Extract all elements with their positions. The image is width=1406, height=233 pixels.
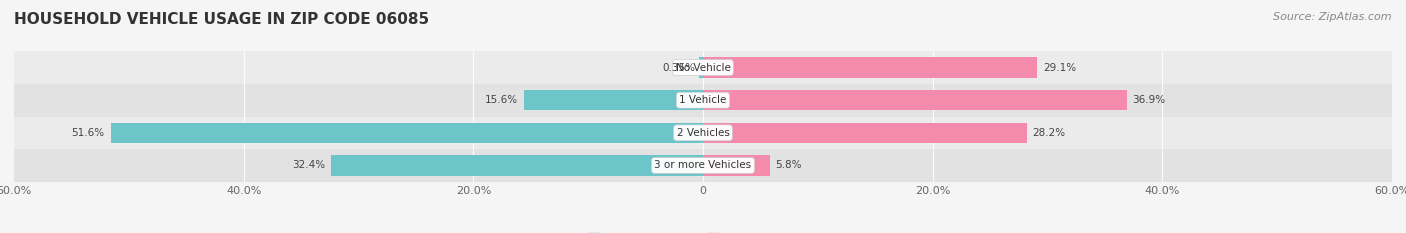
Bar [703,123,1026,143]
Bar [14,51,1392,84]
Legend: Owner-occupied, Renter-occupied: Owner-occupied, Renter-occupied [583,229,823,233]
Text: Source: ZipAtlas.com: Source: ZipAtlas.com [1274,12,1392,22]
Text: 28.2%: 28.2% [1032,128,1066,138]
Text: HOUSEHOLD VEHICLE USAGE IN ZIP CODE 06085: HOUSEHOLD VEHICLE USAGE IN ZIP CODE 0608… [14,12,429,27]
Text: 2 Vehicles: 2 Vehicles [676,128,730,138]
Text: 32.4%: 32.4% [292,161,325,170]
Text: 29.1%: 29.1% [1043,63,1076,72]
Bar [703,58,1038,78]
Bar [330,155,703,175]
Text: 36.9%: 36.9% [1132,95,1166,105]
Bar [699,58,703,78]
Text: 15.6%: 15.6% [485,95,519,105]
Bar [14,116,1392,149]
Text: 1 Vehicle: 1 Vehicle [679,95,727,105]
Text: 0.35%: 0.35% [662,63,696,72]
Bar [14,84,1392,116]
Bar [111,123,703,143]
Text: 3 or more Vehicles: 3 or more Vehicles [654,161,752,170]
Text: No Vehicle: No Vehicle [675,63,731,72]
Text: 51.6%: 51.6% [72,128,105,138]
Bar [703,90,1126,110]
Bar [14,149,1392,182]
Bar [703,155,769,175]
Bar [524,90,703,110]
Text: 5.8%: 5.8% [775,161,801,170]
